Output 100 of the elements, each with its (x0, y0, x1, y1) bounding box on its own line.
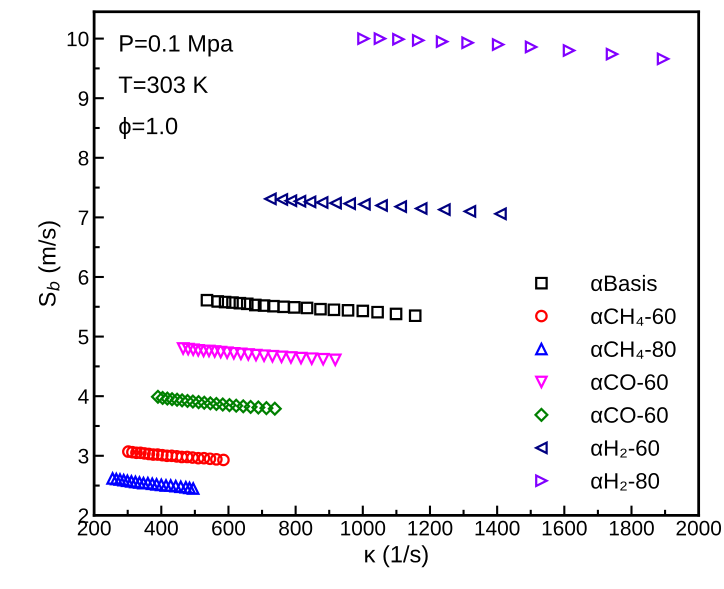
legend-label: αH₂-80 (591, 473, 660, 490)
y-tick-label: 6 (78, 270, 88, 285)
point (266, 350, 279, 363)
point (284, 194, 298, 208)
point (250, 348, 262, 362)
point (218, 296, 232, 308)
point (160, 479, 172, 492)
point (210, 453, 223, 466)
point (314, 302, 327, 316)
point (357, 32, 370, 45)
annotation: ϕ=1.0 (119, 117, 178, 140)
point (186, 394, 200, 409)
point (288, 301, 301, 314)
x-tick-label: 800 (279, 520, 312, 536)
point (117, 474, 130, 487)
point (234, 348, 248, 360)
point (192, 395, 206, 410)
point (412, 34, 425, 47)
point (186, 451, 199, 464)
y-tick-label: 3 (78, 448, 88, 464)
point (180, 394, 194, 408)
point (222, 398, 236, 412)
point (174, 480, 188, 494)
y-axis-title: S$_{b}$ (m/s) (38, 221, 60, 306)
point (342, 304, 354, 317)
point (236, 399, 250, 414)
point (244, 400, 258, 414)
y-tick-label: 4 (78, 389, 89, 404)
point (211, 295, 224, 308)
point (375, 199, 388, 212)
x-tick-label: 600 (212, 520, 246, 536)
legend-label: αCO-60 (591, 374, 668, 390)
point (228, 346, 240, 360)
point (169, 480, 182, 492)
point (216, 398, 230, 412)
point (438, 203, 451, 216)
point (242, 348, 255, 361)
point (494, 207, 507, 220)
y-tick-label: 10 (68, 32, 88, 46)
point (606, 48, 618, 60)
point (150, 478, 163, 491)
y-tick-label: 9 (78, 91, 88, 106)
point (165, 392, 180, 406)
legend-label: αBasis (591, 274, 657, 292)
x-tick-label: 1400 (476, 520, 520, 536)
point (251, 400, 266, 415)
point (329, 196, 342, 210)
point (156, 390, 170, 405)
point (656, 52, 670, 66)
point (304, 196, 316, 208)
point (392, 32, 405, 46)
point (204, 452, 216, 466)
point (259, 401, 274, 416)
point (264, 192, 277, 206)
point (208, 345, 222, 358)
y-tick-label: 8 (78, 150, 88, 166)
point (356, 304, 370, 318)
point (436, 35, 448, 48)
point (461, 36, 474, 50)
x-tick-label: 200 (78, 520, 111, 536)
point (305, 352, 318, 365)
point (198, 452, 210, 464)
point (192, 344, 205, 357)
point (316, 196, 328, 209)
point (275, 350, 288, 364)
x-tick-label: 1200 (408, 520, 452, 536)
x-tick-label: 1800 (610, 520, 654, 536)
point (220, 346, 234, 359)
point (170, 392, 184, 407)
point (258, 349, 270, 362)
point (175, 393, 190, 408)
point (316, 352, 330, 366)
point (249, 298, 262, 312)
point (217, 454, 230, 466)
point (374, 32, 386, 45)
point (258, 299, 270, 312)
point (562, 44, 576, 57)
x-tick-label: 400 (144, 520, 178, 536)
annotation: P=0.1 Mpa (120, 35, 234, 56)
point (394, 200, 408, 213)
point (294, 194, 306, 208)
point (137, 476, 150, 490)
point (114, 473, 126, 486)
legend-label: αCO-60 (591, 407, 668, 423)
y-tick-label: 5 (78, 330, 88, 344)
x-tick-label: 1600 (542, 520, 587, 536)
point (197, 396, 212, 410)
point (197, 344, 210, 358)
point (276, 193, 288, 206)
point (268, 402, 282, 416)
point (160, 392, 174, 406)
point (183, 482, 196, 494)
point (300, 302, 314, 314)
legend-label: αCH₄-60 (591, 308, 676, 326)
x-tick-label: 1000 (341, 520, 386, 536)
point (126, 446, 139, 459)
point (267, 300, 280, 313)
point (209, 396, 224, 411)
point (142, 476, 154, 490)
point (164, 479, 178, 492)
